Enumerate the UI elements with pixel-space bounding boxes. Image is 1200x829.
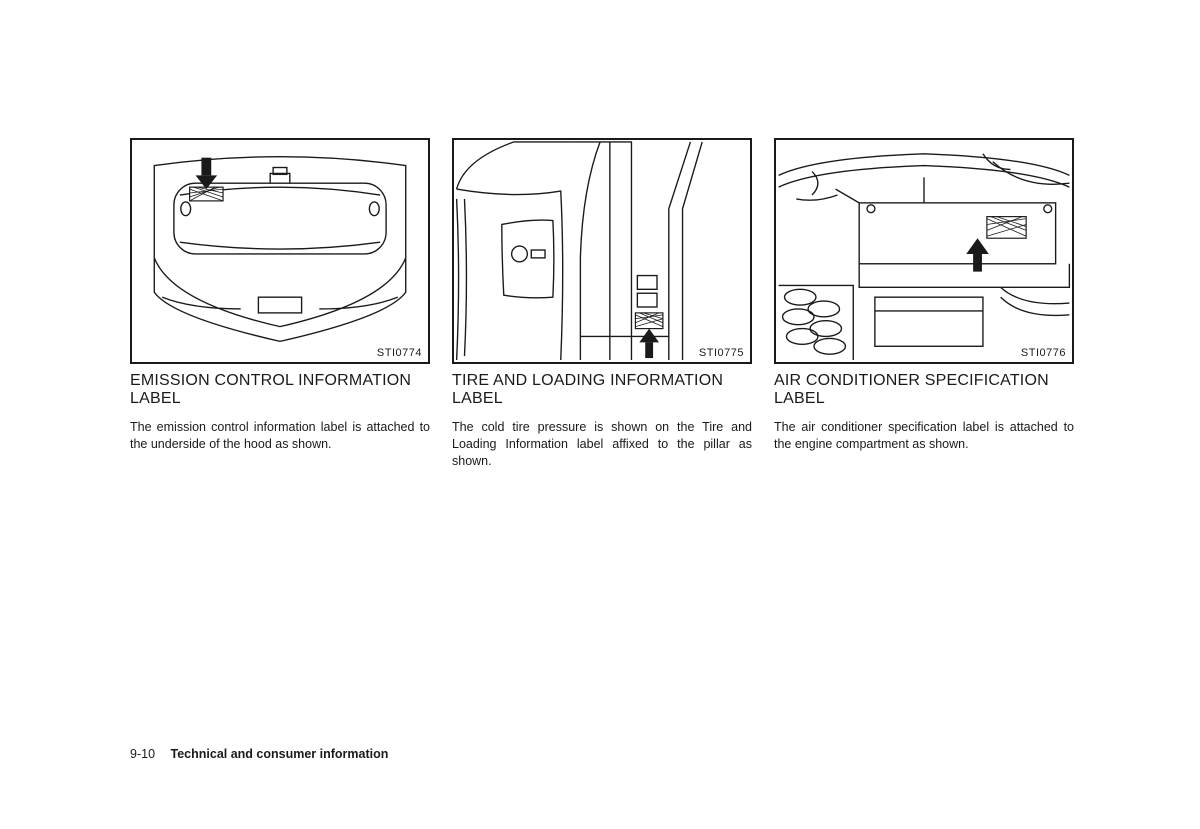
diagram-hood-underside	[132, 140, 428, 362]
column-tire: STI0775 TIRE AND LOADING INFORMATION LAB…	[452, 138, 752, 469]
figure-code: STI0774	[377, 347, 422, 359]
page-content: STI0774 EMISSION CONTROL INFORMATION LAB…	[0, 0, 1200, 469]
body-text-tire: The cold tire pressure is shown on the T…	[452, 419, 752, 470]
figure-emission-hood: STI0774	[130, 138, 430, 364]
figure-tire-pillar: STI0775	[452, 138, 752, 364]
section-title-ac: AIR CONDITIONER SPECIFICATION LABEL	[774, 372, 1074, 409]
section-title-emission: EMISSION CONTROL INFORMATION LABEL	[130, 372, 430, 409]
column-ac: STI0776 AIR CONDITIONER SPECIFICATION LA…	[774, 138, 1074, 469]
column-emission: STI0774 EMISSION CONTROL INFORMATION LAB…	[130, 138, 430, 469]
diagram-engine-compartment	[776, 140, 1072, 362]
page-footer: 9-10 Technical and consumer information	[130, 747, 388, 761]
chapter-title: Technical and consumer information	[171, 747, 389, 761]
figure-code: STI0776	[1021, 347, 1066, 359]
body-text-ac: The air conditioner specification label …	[774, 419, 1074, 453]
body-text-emission: The emission control information label i…	[130, 419, 430, 453]
section-title-tire: TIRE AND LOADING INFORMATION LABEL	[452, 372, 752, 409]
figure-ac-engine: STI0776	[774, 138, 1074, 364]
figure-code: STI0775	[699, 347, 744, 359]
diagram-door-pillar	[454, 140, 750, 362]
page-number: 9-10	[130, 747, 155, 761]
